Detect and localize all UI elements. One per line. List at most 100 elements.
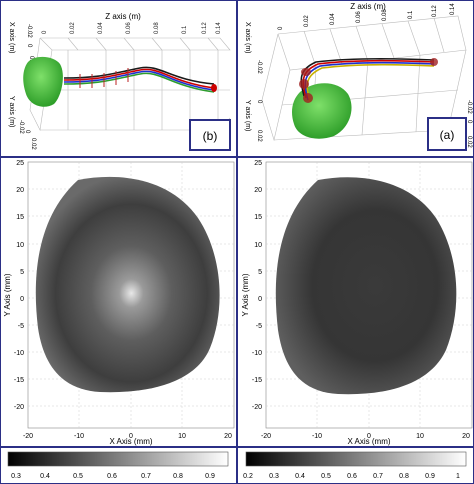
z-tick: 0.08 bbox=[154, 22, 160, 34]
y-axis-label: Y Axis (mm) bbox=[3, 273, 12, 316]
y-tick: 0.02 bbox=[30, 138, 36, 150]
y-tick: 20 bbox=[16, 187, 24, 194]
panel-3d-a: Z axis (m) 0 0.02 0.04 0.06 0.08 0.1 0.1… bbox=[244, 2, 472, 151]
y-tick: -10 bbox=[252, 350, 262, 357]
y-tick: -10 bbox=[14, 350, 24, 357]
x-tick: -10 bbox=[312, 433, 322, 440]
z-tick: 0.08 bbox=[382, 9, 388, 21]
y-axis-title: Y axis (m) bbox=[244, 100, 251, 131]
y-tick: 10 bbox=[16, 242, 24, 249]
z-tick-labels: 0 0.02 0.04 0.06 0.08 0.1 0.12 0.14 bbox=[278, 3, 456, 30]
colorbar-tick: 0.7 bbox=[141, 473, 151, 480]
y-tick: 20 bbox=[254, 187, 262, 194]
colorbar-tick: 0.5 bbox=[321, 473, 331, 480]
horizontal-divider-bottom bbox=[0, 446, 474, 448]
x-axis-title: X axis (m) bbox=[8, 22, 15, 54]
colorbar-tick: 0.8 bbox=[173, 473, 183, 480]
y-tick: -20 bbox=[252, 404, 262, 411]
z-tick: 0.04 bbox=[98, 22, 104, 34]
y-tick: -15 bbox=[252, 377, 262, 384]
colorbar-tick: 0.3 bbox=[11, 473, 21, 480]
y-tick: -15 bbox=[14, 377, 24, 384]
x-tick-labels: -20 -10 0 10 20 bbox=[261, 433, 470, 440]
z-tick: 0 bbox=[278, 26, 284, 30]
vertical-divider bbox=[236, 0, 238, 484]
colorbar-left: 0.3 0.4 0.5 0.6 0.7 0.8 0.9 bbox=[7, 451, 229, 480]
x-axis-label: X Axis (mm) bbox=[347, 437, 390, 446]
z-tick: 0.14 bbox=[216, 22, 222, 34]
heatmap-left: 25 20 15 10 5 0 -5 -10 -15 -20 Y Axis (m… bbox=[3, 160, 235, 446]
z-tick: 0 bbox=[42, 30, 48, 34]
y-axis-label: Y Axis (mm) bbox=[241, 273, 250, 316]
dose-map bbox=[35, 176, 220, 393]
needle-paths bbox=[63, 66, 215, 93]
y-tick: 0 bbox=[24, 130, 30, 134]
heatmap-right: 25 20 15 10 5 0 -5 -10 -15 -20 Y Axis (m… bbox=[241, 160, 473, 446]
y-tick: -0.02 bbox=[18, 120, 24, 134]
x-axis-title: X axis (m) bbox=[244, 22, 251, 54]
colorbar-gradient bbox=[7, 451, 229, 467]
colorbar-tick: 0.4 bbox=[40, 473, 50, 480]
y-tick-labels: -0.02 0 0.02 bbox=[18, 120, 36, 150]
y-tick: 0 bbox=[20, 296, 24, 303]
z-tick: 0.02 bbox=[70, 22, 76, 34]
z-tick: 0.06 bbox=[356, 11, 362, 23]
panel-label-b: (b) bbox=[203, 129, 218, 143]
y-tick: -5 bbox=[18, 323, 24, 330]
tumor-shape bbox=[292, 83, 352, 139]
z-tick: 0.04 bbox=[330, 13, 336, 25]
x-tick: -0.02 bbox=[26, 24, 32, 38]
colorbar-ticks: 0.3 0.4 0.5 0.6 0.7 0.8 0.9 bbox=[11, 473, 215, 480]
y-tick: 5 bbox=[258, 269, 262, 276]
x-tick: -0.02 bbox=[466, 100, 472, 114]
x-tick: 20 bbox=[462, 433, 470, 440]
colorbar-ticks: 0.2 0.3 0.4 0.5 0.6 0.7 0.8 0.9 1 bbox=[243, 473, 460, 480]
z-axis-title: Z axis (m) bbox=[350, 2, 386, 11]
colorbar-tick: 0.6 bbox=[347, 473, 357, 480]
panel-label-a: (a) bbox=[440, 128, 455, 142]
z-tick: 0.02 bbox=[304, 15, 310, 27]
colorbar-tick: 0.9 bbox=[425, 473, 435, 480]
z-tick-labels: 0 0.02 0.04 0.06 0.08 0.1 0.12 0.14 bbox=[42, 22, 222, 34]
plot-area bbox=[265, 161, 473, 429]
x-tick: 0 bbox=[26, 44, 32, 48]
x-tick: 0 bbox=[129, 433, 133, 440]
horizontal-divider-top bbox=[0, 156, 474, 158]
x-tick: 0 bbox=[367, 433, 371, 440]
x-tick: 0.02 bbox=[466, 136, 472, 148]
x-axis-label: X Axis (mm) bbox=[109, 437, 152, 446]
y-tick: 0 bbox=[256, 100, 262, 104]
colorbar-tick: 1 bbox=[456, 473, 460, 480]
colorbar-tick: 0.3 bbox=[269, 473, 279, 480]
x-tick: -20 bbox=[23, 433, 33, 440]
colorbar-tick: 0.5 bbox=[73, 473, 83, 480]
colorbar-tick: 0.9 bbox=[205, 473, 215, 480]
x-tick: -20 bbox=[261, 433, 271, 440]
y-tick: -5 bbox=[256, 323, 262, 330]
y-tick: 0.02 bbox=[256, 130, 262, 142]
y-tick: 25 bbox=[254, 160, 262, 167]
y-tick: -20 bbox=[14, 404, 24, 411]
y-tick: 0 bbox=[258, 296, 262, 303]
y-axis-title: Y axis (m) bbox=[8, 96, 15, 127]
z-tick: 0.12 bbox=[202, 22, 208, 34]
tumor-shape bbox=[23, 56, 63, 107]
z-tick: 0.14 bbox=[450, 3, 456, 15]
x-tick: 0 bbox=[466, 120, 472, 124]
colorbar-tick: 0.6 bbox=[107, 473, 117, 480]
z-tick: 0.1 bbox=[182, 25, 188, 34]
y-tick-labels: 25 20 15 10 5 0 -5 -10 -15 -20 bbox=[252, 160, 262, 411]
panel-3d-b: Z axis (m) 0 0.02 0.04 0.06 0.08 0.1 0.1… bbox=[8, 12, 231, 151]
dose-map bbox=[275, 177, 457, 395]
plot-area bbox=[27, 161, 235, 429]
y-tick: 15 bbox=[254, 214, 262, 221]
z-tick: 0.12 bbox=[432, 5, 438, 17]
x-tick-labels: -20 -10 0 10 20 bbox=[23, 433, 232, 440]
y-tick-labels: -0.02 0 0.02 bbox=[256, 60, 262, 142]
colorbar-tick: 0.7 bbox=[373, 473, 383, 480]
z-tick: 0.1 bbox=[408, 10, 414, 19]
path-tick-marks bbox=[79, 68, 129, 88]
colorbar-tick: 0.2 bbox=[243, 473, 253, 480]
y-tick: 25 bbox=[16, 160, 24, 167]
colorbar-tick: 0.4 bbox=[295, 473, 305, 480]
